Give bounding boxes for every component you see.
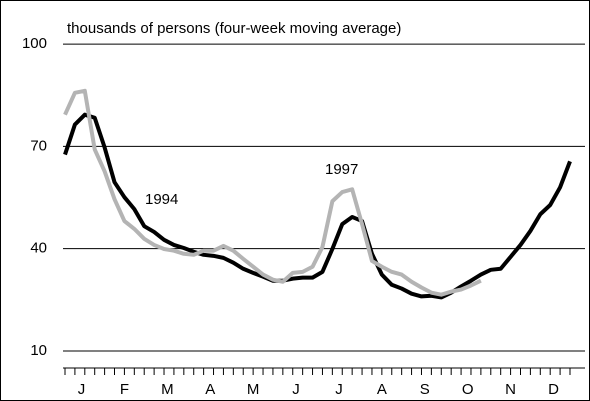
x-tick-label: A — [205, 381, 215, 398]
series-label: 1994 — [145, 191, 178, 208]
y-tick-label: 100 — [22, 35, 47, 52]
x-tick-label: N — [505, 381, 516, 398]
y-tick-label: 40 — [30, 240, 47, 257]
x-tick-label: J — [78, 381, 86, 398]
x-tick-label: J — [335, 381, 343, 398]
x-tick-label: F — [120, 381, 129, 398]
x-tick-label: O — [462, 381, 474, 398]
chart-title: thousands of persons (four-week moving a… — [67, 20, 401, 37]
x-tick-label: D — [548, 381, 559, 398]
x-tick-label: M — [247, 381, 260, 398]
series-label: 1997 — [325, 161, 358, 178]
x-tick-label: S — [420, 381, 430, 398]
y-tick-label: 70 — [30, 137, 47, 154]
series-line — [63, 112, 572, 300]
x-tick-label: J — [292, 381, 300, 398]
x-tick-label: A — [377, 381, 387, 398]
x-tick-label: M — [161, 381, 174, 398]
series-line — [63, 88, 482, 297]
y-tick-label: 10 — [30, 342, 47, 359]
